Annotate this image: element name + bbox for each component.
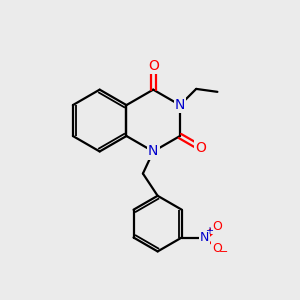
Text: N: N <box>148 145 158 158</box>
Text: N: N <box>175 98 185 112</box>
Text: O: O <box>148 59 159 73</box>
Text: −: − <box>219 247 228 257</box>
Text: N: N <box>200 231 209 244</box>
Text: O: O <box>195 141 206 155</box>
Text: O: O <box>212 220 222 233</box>
Text: +: + <box>206 226 213 236</box>
Text: O: O <box>212 242 222 255</box>
